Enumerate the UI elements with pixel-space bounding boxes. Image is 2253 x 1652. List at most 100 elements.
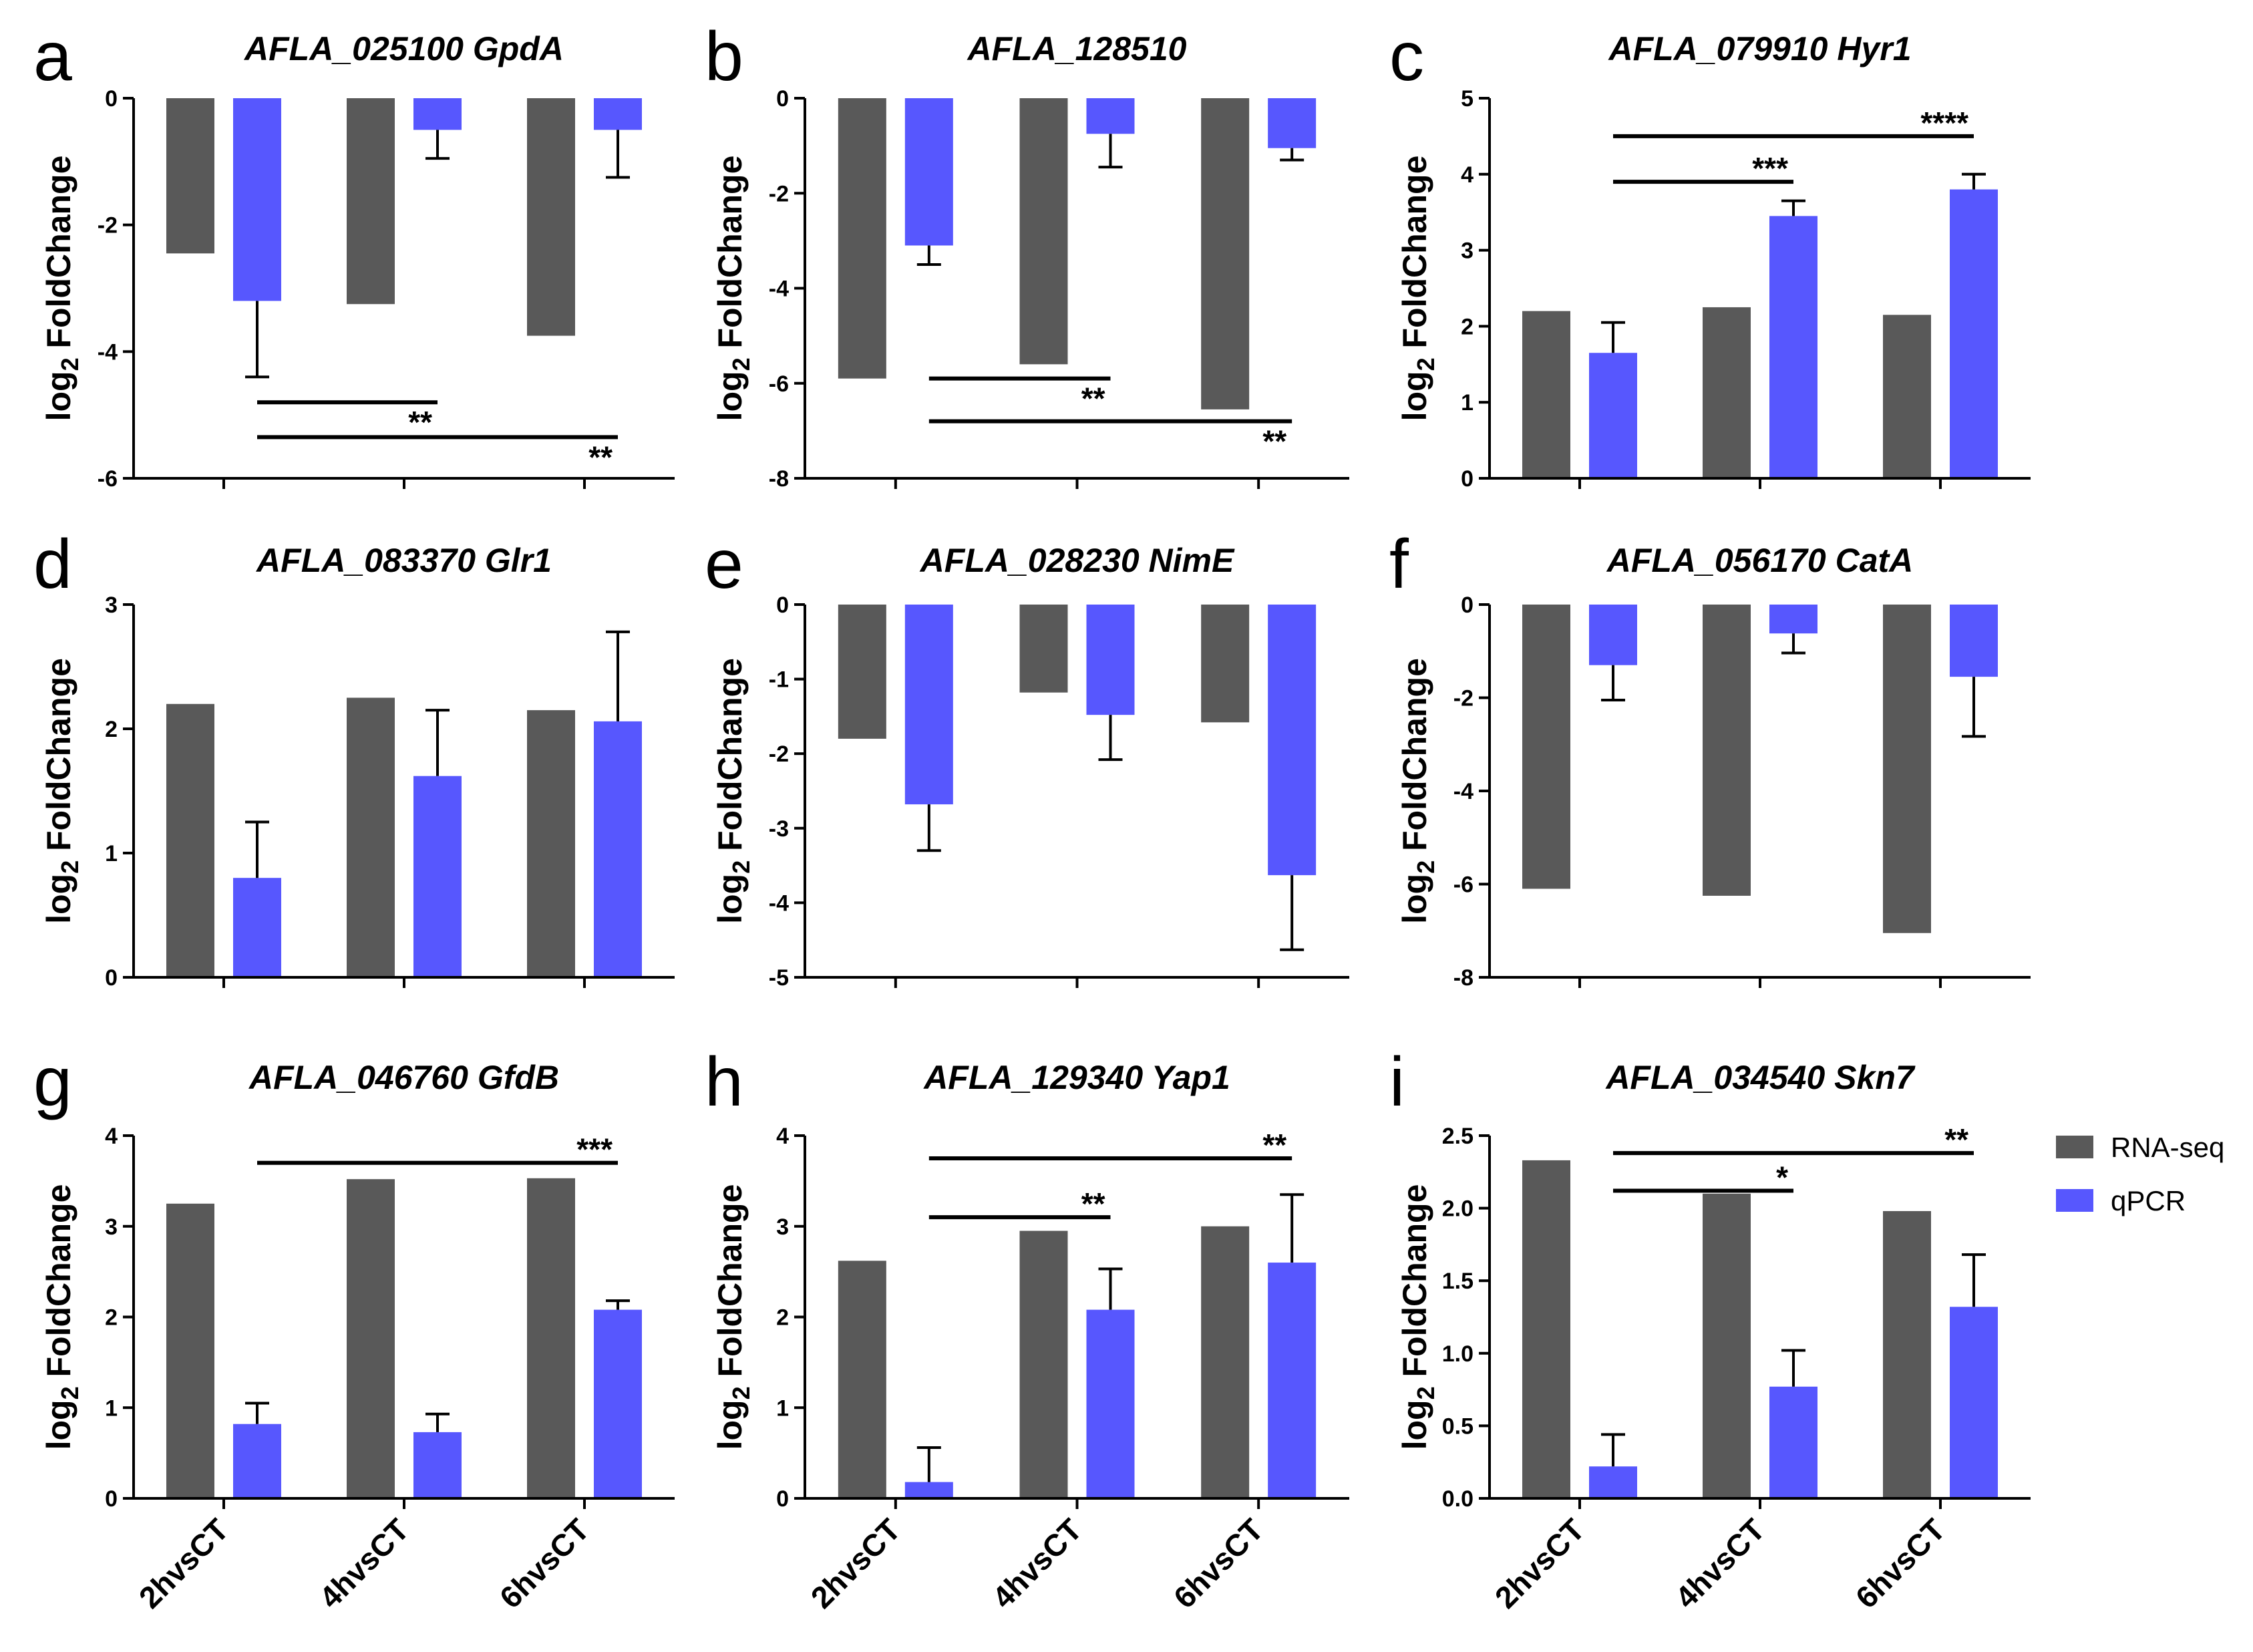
bar-qpcr-4hvsCT	[413, 1432, 462, 1498]
x-tick-label-6hvsCT: 6hvsCT	[493, 1512, 596, 1615]
y-tick-label: 0.0	[1442, 1486, 1474, 1512]
y-tick-label: 0	[105, 1486, 118, 1512]
panel-title: AFLA_056170 CatA	[1606, 542, 1914, 579]
bar-qpcr-6hvsCT	[594, 1309, 642, 1498]
y-tick-label: 4	[105, 1124, 118, 1149]
panel-letter: i	[1389, 1043, 1405, 1121]
y-tick-label: -4	[769, 277, 789, 302]
bar-qpcr-4hvsCT	[1769, 216, 1817, 478]
y-tick-label: -3	[769, 816, 789, 842]
bar-qpcr-4hvsCT	[413, 98, 462, 130]
bar-qpcr-6hvsCT	[1950, 189, 1998, 478]
bar-rna-seq-4hvsCT	[1019, 98, 1068, 365]
panel-letter: b	[705, 18, 743, 96]
y-tick-label: 0	[776, 1486, 789, 1512]
panel-letter: a	[33, 18, 72, 96]
y-tick-label: 0	[776, 86, 789, 112]
bar-rna-seq-4hvsCT	[1019, 605, 1068, 693]
x-tick-label-2hvsCT: 2hvsCT	[804, 1512, 907, 1615]
bar-rna-seq-6hvsCT	[527, 1178, 575, 1498]
legend-swatch-qpcr	[2056, 1189, 2093, 1212]
y-tick-label: 2	[105, 717, 118, 742]
bar-rna-seq-6hvsCT	[527, 710, 575, 977]
bar-rna-seq-4hvsCT	[1703, 1193, 1751, 1498]
y-axis-label: log2 FoldChange	[1396, 1184, 1439, 1450]
panel-title: AFLA_025100 GpdA	[243, 30, 564, 67]
y-tick-label: 2.5	[1442, 1124, 1474, 1149]
y-axis-label: log2 FoldChange	[40, 156, 83, 422]
legend: RNA-seq qPCR	[2056, 1132, 2224, 1216]
bar-qpcr-2hvsCT	[233, 878, 281, 977]
panel-title: AFLA_083370 Glr1	[255, 542, 552, 579]
legend-swatch-rna-seq	[2056, 1136, 2093, 1158]
x-tick-label-2hvsCT: 2hvsCT	[1488, 1512, 1591, 1615]
bar-qpcr-4hvsCT	[1769, 605, 1817, 634]
panel-letter: e	[705, 526, 743, 603]
panel-c: c AFLA_079910 Hyr1 log2 FoldChange 0 1 2 3 4 5 **…	[1389, 18, 2031, 492]
panel-b: b AFLA_128510 log2 FoldChange 0 -2 -4 -6 -8 ** **	[705, 18, 1349, 492]
y-tick-label: -2	[98, 213, 118, 238]
panel-title: AFLA_079910 Hyr1	[1607, 30, 1911, 67]
bar-qpcr-2hvsCT	[904, 1482, 953, 1498]
bar-rna-seq-2hvsCT	[838, 1261, 886, 1498]
panel-title: AFLA_129340 Yap1	[922, 1059, 1230, 1096]
bar-rna-seq-2hvsCT	[1522, 605, 1570, 889]
panel-title: AFLA_034540 Skn7	[1604, 1059, 1916, 1096]
y-tick-label: 1	[105, 841, 118, 866]
bar-rna-seq-4hvsCT	[1703, 307, 1751, 478]
bar-qpcr-4hvsCT	[1769, 1386, 1817, 1498]
y-tick-label: 0	[105, 965, 118, 991]
bar-qpcr-6hvsCT	[1268, 605, 1317, 876]
bar-rna-seq-6hvsCT	[1883, 605, 1931, 933]
panel-i: i AFLA_034540 Skn7 log2 FoldChange 0.0 0.5 1.…	[1389, 1043, 2031, 1615]
y-tick-label: 3	[1461, 238, 1474, 264]
significance-label: ***	[576, 1132, 613, 1167]
y-axis-label: log2 FoldChange	[1396, 156, 1439, 422]
bar-qpcr-4hvsCT	[1086, 605, 1135, 715]
panel-d: d AFLA_083370 Glr1 log2 FoldChange 0 1 2 3	[33, 526, 675, 991]
panel-letter: g	[33, 1043, 72, 1121]
significance-label: **	[1262, 1128, 1286, 1162]
bar-rna-seq-2hvsCT	[166, 98, 214, 254]
panel-e: e AFLA_028230 NimE log2 FoldChange 0 -1 -2 -3 -…	[705, 526, 1349, 991]
y-tick-label: -2	[769, 181, 789, 206]
y-axis-label: log2 FoldChange	[711, 156, 755, 422]
bar-qpcr-6hvsCT	[1950, 605, 1998, 677]
y-tick-label: 1	[105, 1395, 118, 1421]
bar-rna-seq-2hvsCT	[166, 1203, 214, 1498]
y-tick-label: 3	[776, 1214, 789, 1240]
panel-letter: h	[705, 1043, 743, 1121]
x-tick-label-2hvsCT: 2hvsCT	[132, 1512, 235, 1615]
x-tick-label-4hvsCT: 4hvsCT	[985, 1512, 1088, 1615]
bar-qpcr-6hvsCT	[594, 721, 642, 977]
y-tick-label: 5	[1461, 86, 1474, 112]
bar-qpcr-2hvsCT	[1589, 605, 1637, 665]
y-axis-label: log2 FoldChange	[40, 658, 83, 924]
significance-label: ****	[1920, 106, 1968, 140]
panel-letter: c	[1389, 18, 1424, 96]
panel-f: f AFLA_056170 CatA log2 FoldChange 0 -2 -4 -6 -…	[1389, 526, 2031, 991]
bar-rna-seq-4hvsCT	[347, 98, 395, 305]
bar-rna-seq-2hvsCT	[166, 703, 214, 977]
y-tick-label: -1	[769, 667, 789, 693]
bar-qpcr-2hvsCT	[1589, 353, 1637, 478]
bar-qpcr-2hvsCT	[904, 98, 953, 246]
y-axis-label: log2 FoldChange	[711, 1184, 755, 1450]
bar-rna-seq-6hvsCT	[1883, 1210, 1931, 1498]
bar-qpcr-4hvsCT	[1086, 98, 1135, 134]
bar-qpcr-4hvsCT	[1086, 1309, 1135, 1498]
y-tick-label: 0.5	[1442, 1414, 1474, 1439]
panel-title: AFLA_128510	[967, 30, 1187, 67]
significance-label: *	[1776, 1160, 1788, 1195]
bar-rna-seq-6hvsCT	[1883, 315, 1931, 478]
bar-rna-seq-6hvsCT	[1201, 605, 1250, 723]
bar-rna-seq-6hvsCT	[527, 98, 575, 336]
legend-label-rna-seq: RNA-seq	[2111, 1132, 2224, 1163]
bar-rna-seq-6hvsCT	[1201, 1226, 1250, 1498]
legend-label-qpcr: qPCR	[2111, 1185, 2186, 1216]
significance-label: **	[1081, 1186, 1105, 1221]
y-tick-label: 4	[776, 1124, 789, 1149]
y-tick-label: 1.5	[1442, 1269, 1474, 1294]
panel-g: g AFLA_046760 GfdB log2 FoldChange 0 1 2 3 4 2hv…	[33, 1043, 675, 1615]
bar-qpcr-2hvsCT	[1589, 1466, 1637, 1498]
